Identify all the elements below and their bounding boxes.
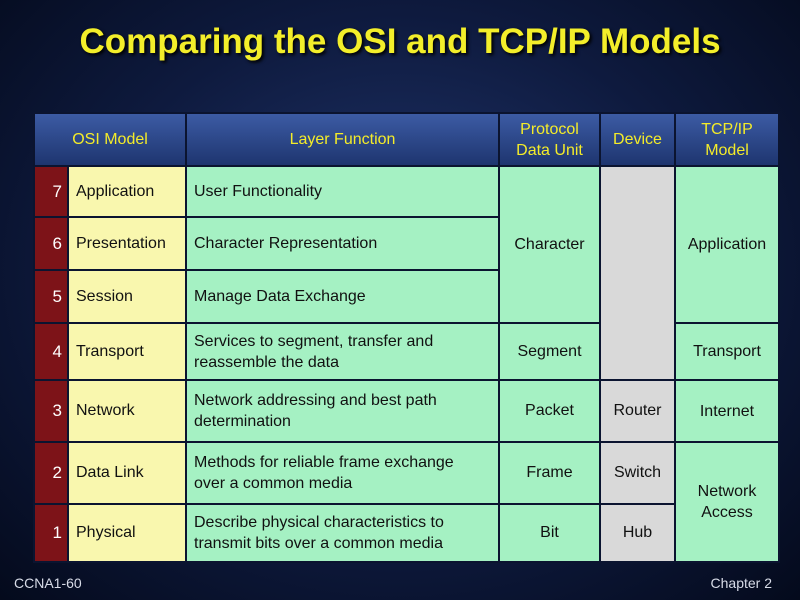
layer-function: Methods for reliable frame exchange over…: [185, 441, 500, 505]
layer-function-line1: Describe physical characteristics to: [194, 514, 444, 531]
pdu-frame: Frame: [498, 441, 601, 505]
header-tcpip-line2: Model: [705, 141, 749, 159]
header-osi-model: OSI Model: [33, 112, 187, 167]
device-empty: [599, 165, 676, 381]
tcpip-application: Application: [674, 165, 780, 324]
osi-tcpip-comparison-table: OSI Model Layer Function Protocol Data U…: [33, 112, 780, 563]
tcpip-network-access: Network Access: [674, 441, 780, 563]
pdu-character: Character: [498, 165, 601, 324]
layer-function: Manage Data Exchange: [185, 269, 500, 324]
table-row: 2 Data Link Methods for reliable frame e…: [33, 441, 780, 563]
layer-number: 5: [33, 269, 69, 324]
device-switch: Switch: [599, 441, 676, 505]
tcpip-network-access-line2: Access: [701, 504, 753, 521]
device-hub: Hub: [599, 503, 676, 563]
header-layer-function: Layer Function: [185, 112, 500, 167]
layer-number: 1: [33, 503, 69, 563]
layer-function-line1: Methods for reliable frame exchange: [194, 454, 454, 471]
table-row: 7 Application User Functionality Charact…: [33, 165, 780, 381]
pdu-packet: Packet: [498, 379, 601, 443]
pdu-bit: Bit: [498, 503, 601, 563]
layer-number: 4: [33, 322, 69, 381]
layer-name: Physical: [67, 503, 187, 563]
layer-function-line2: over a common media: [194, 475, 353, 492]
layer-number: 3: [33, 379, 69, 443]
slide-title: Comparing the OSI and TCP/IP Models: [79, 22, 721, 61]
table-row: 3 Network Network addressing and best pa…: [33, 379, 780, 443]
table-row: 5 Session Manage Data Exchange: [33, 269, 779, 324]
layer-function: User Functionality: [185, 165, 500, 218]
tcpip-transport: Transport: [674, 322, 780, 381]
layer-name: Session: [67, 269, 187, 324]
footer-course: CCNA1-60: [14, 575, 82, 591]
layer-function: Character Representation: [185, 216, 500, 271]
table-row: 4 Transport Services to segment, transfe…: [33, 322, 780, 381]
layer-function-line1: Services to segment, transfer and: [194, 332, 434, 350]
layer-name: Presentation: [67, 216, 187, 271]
layer-name: Network: [67, 379, 187, 443]
layer-name: Transport: [67, 322, 187, 381]
layer-function-line2: transmit bits over a common media: [194, 535, 443, 552]
device-router: Router: [599, 379, 676, 443]
header-pdu: Protocol Data Unit: [498, 112, 601, 167]
footer-chapter: Chapter 2: [710, 575, 772, 591]
table-row: 6 Presentation Character Representation: [33, 216, 779, 271]
layer-name: Application: [67, 165, 187, 218]
layer-function: Network addressing and best path determi…: [185, 379, 500, 443]
layer-number: 7: [33, 165, 69, 218]
layer-function-line2: determination: [194, 413, 291, 430]
header-row: OSI Model Layer Function Protocol Data U…: [33, 112, 780, 167]
layer-function: Describe physical characteristics to tra…: [185, 503, 500, 563]
header-tcpip-model: TCP/IP Model: [674, 112, 780, 167]
tcpip-internet: Internet: [674, 379, 780, 443]
header-pdu-line2: Data Unit: [516, 141, 583, 159]
header-tcpip-line1: TCP/IP: [701, 120, 753, 138]
layer-name: Data Link: [67, 441, 187, 505]
table-row: 1 Physical Describe physical characteris…: [33, 503, 779, 563]
layer-number: 2: [33, 441, 69, 505]
header-pdu-line1: Protocol: [520, 120, 579, 138]
layer-function: Services to segment, transfer and reasse…: [185, 322, 500, 381]
layer-function-line2: reassemble the data: [194, 353, 339, 371]
layer-number: 6: [33, 216, 69, 271]
tcpip-network-access-line1: Network: [697, 483, 757, 500]
layer-function-line1: Network addressing and best path: [194, 392, 437, 409]
pdu-segment: Segment: [498, 322, 601, 381]
header-device: Device: [599, 112, 676, 167]
